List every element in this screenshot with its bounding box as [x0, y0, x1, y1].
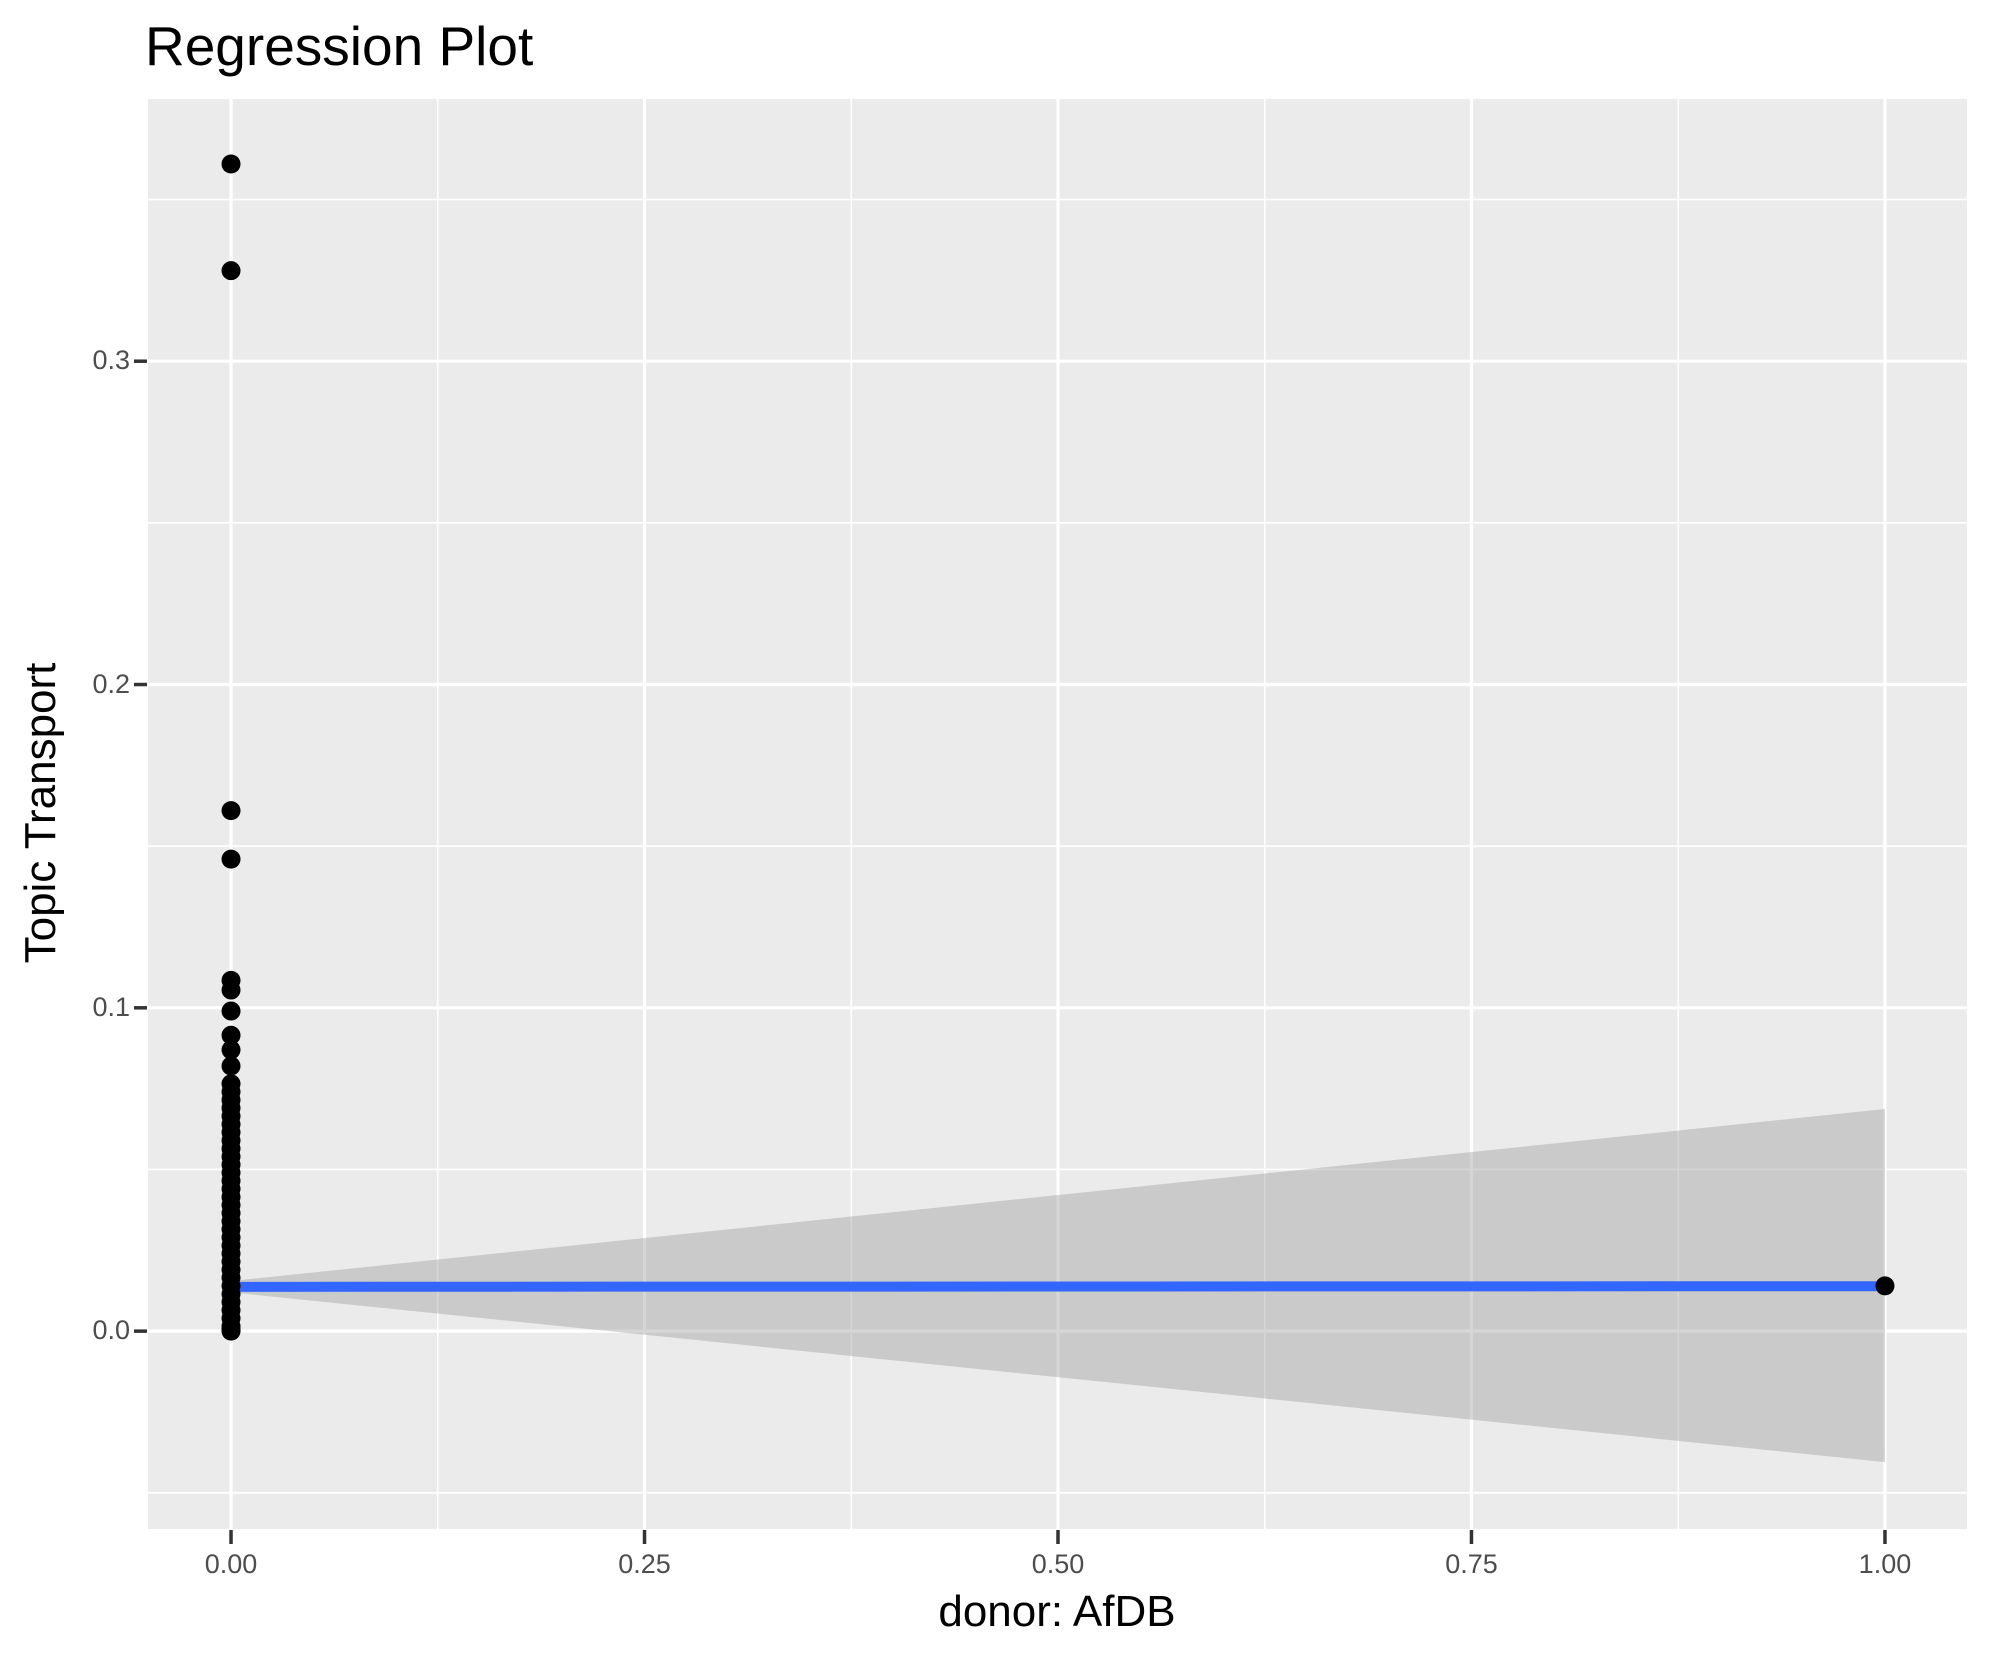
data-point	[221, 801, 241, 821]
y-tick-label: 0.3	[92, 345, 130, 376]
y-axis-title: Topic Transport	[16, 662, 65, 964]
x-tick-label: 0.75	[1445, 1549, 1498, 1579]
y-tick-label: 0.0	[92, 1315, 130, 1346]
x-axis-title: donor: AfDB	[938, 1587, 1176, 1636]
y-tick-label: 0.1	[92, 991, 130, 1022]
data-point	[221, 1001, 241, 1021]
data-point	[221, 980, 241, 1000]
regression-line	[231, 1281, 1885, 1292]
y-tick-label: 0.2	[92, 668, 130, 699]
data-point	[1875, 1276, 1895, 1296]
data-point	[221, 1056, 241, 1076]
data-point	[221, 154, 241, 174]
data-point	[221, 261, 241, 281]
data-point	[221, 1040, 241, 1060]
plot-title: Regression Plot	[145, 15, 534, 77]
x-tick-label: 0.00	[204, 1549, 258, 1579]
data-point	[221, 849, 241, 869]
x-tick-label: 0.25	[618, 1549, 671, 1579]
data-point	[221, 1321, 241, 1341]
data-point	[221, 1025, 241, 1045]
x-tick-label: 0.50	[1031, 1549, 1085, 1579]
x-tick-label: 1.00	[1858, 1549, 1912, 1579]
